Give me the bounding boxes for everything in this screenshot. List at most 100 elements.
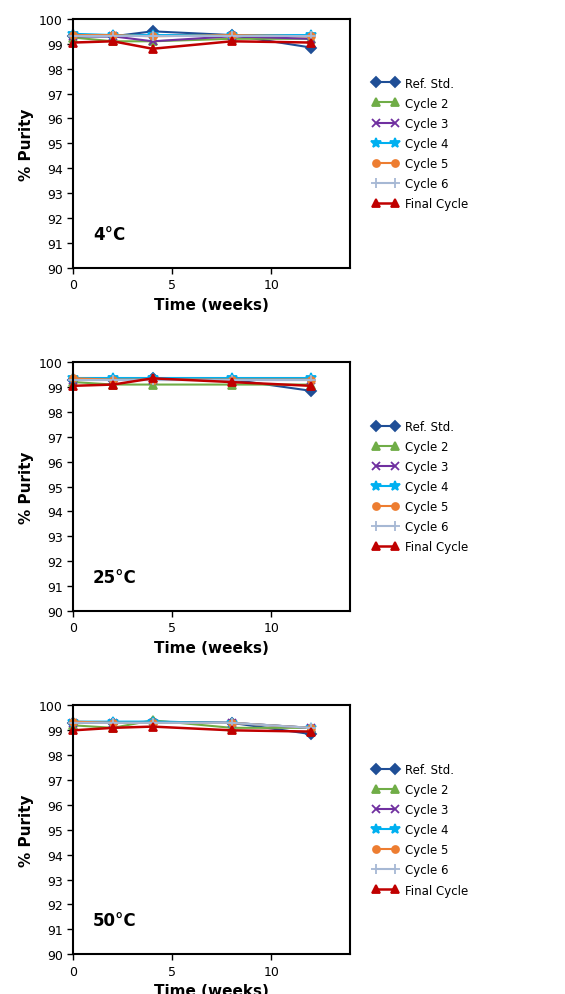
- Cycle 5: [307, 31, 314, 43]
- Final Cycle: [149, 373, 156, 385]
- Cycle 4: [70, 716, 77, 728]
- X-axis label: Time (weeks): Time (weeks): [154, 983, 270, 994]
- Line: Cycle 3: Cycle 3: [69, 719, 315, 733]
- Cycle 2: [149, 715, 156, 727]
- Ref. Std.: [228, 30, 235, 42]
- Cycle 5: [228, 717, 235, 729]
- Ref. Std.: [307, 386, 314, 398]
- Cycle 2: [110, 37, 116, 49]
- Ref. Std.: [307, 729, 314, 741]
- Cycle 3: [149, 717, 156, 729]
- Cycle 2: [228, 722, 235, 734]
- Cycle 3: [307, 34, 314, 46]
- Line: Cycle 5: Cycle 5: [70, 33, 314, 41]
- Cycle 5: [149, 717, 156, 729]
- Cycle 3: [228, 31, 235, 43]
- Y-axis label: % Purity: % Purity: [19, 794, 33, 866]
- Cycle 2: [307, 722, 314, 734]
- Cycle 6: [70, 374, 77, 386]
- Line: Cycle 2: Cycle 2: [69, 717, 315, 733]
- Line: Cycle 6: Cycle 6: [68, 376, 316, 385]
- Cycle 3: [70, 374, 77, 386]
- Cycle 2: [149, 379, 156, 391]
- Final Cycle: [110, 37, 116, 49]
- Cycle 3: [70, 31, 77, 43]
- Cycle 2: [70, 33, 77, 45]
- Cycle 3: [228, 717, 235, 729]
- Cycle 3: [228, 374, 235, 386]
- Cycle 5: [307, 722, 314, 734]
- Y-axis label: % Purity: % Purity: [19, 451, 33, 523]
- Line: Cycle 6: Cycle 6: [68, 719, 316, 733]
- Cycle 4: [149, 716, 156, 728]
- Cycle 4: [149, 30, 156, 42]
- Ref. Std.: [70, 31, 77, 43]
- Line: Final Cycle: Final Cycle: [69, 375, 315, 391]
- Line: Ref. Std.: Ref. Std.: [70, 376, 314, 395]
- Cycle 2: [70, 377, 77, 389]
- Final Cycle: [228, 377, 235, 389]
- Cycle 3: [307, 374, 314, 386]
- Text: 4°C: 4°C: [93, 226, 125, 244]
- Cycle 2: [228, 379, 235, 391]
- Cycle 5: [110, 717, 116, 729]
- Final Cycle: [70, 381, 77, 393]
- Legend: Ref. Std., Cycle 2, Cycle 3, Cycle 4, Cycle 5, Cycle 6, Final Cycle: Ref. Std., Cycle 2, Cycle 3, Cycle 4, Cy…: [373, 78, 468, 211]
- Cycle 5: [70, 716, 77, 728]
- Cycle 5: [307, 374, 314, 386]
- Line: Final Cycle: Final Cycle: [69, 723, 315, 736]
- Final Cycle: [70, 38, 77, 50]
- Line: Cycle 3: Cycle 3: [69, 33, 315, 47]
- Legend: Ref. Std., Cycle 2, Cycle 3, Cycle 4, Cycle 5, Cycle 6, Final Cycle: Ref. Std., Cycle 2, Cycle 3, Cycle 4, Cy…: [373, 763, 468, 897]
- Cycle 4: [307, 722, 314, 734]
- Cycle 6: [110, 31, 116, 43]
- Cycle 4: [149, 373, 156, 385]
- Final Cycle: [149, 44, 156, 56]
- Ref. Std.: [110, 374, 116, 386]
- Line: Cycle 6: Cycle 6: [68, 33, 316, 42]
- Cycle 2: [70, 720, 77, 732]
- Line: Ref. Std.: Ref. Std.: [70, 719, 314, 738]
- Cycle 6: [228, 717, 235, 729]
- Cycle 5: [228, 374, 235, 386]
- Cycle 2: [149, 37, 156, 49]
- Cycle 6: [149, 717, 156, 729]
- Cycle 3: [149, 374, 156, 386]
- Final Cycle: [307, 726, 314, 738]
- Cycle 2: [307, 379, 314, 391]
- Cycle 4: [228, 717, 235, 729]
- Cycle 3: [70, 717, 77, 729]
- Line: Cycle 4: Cycle 4: [68, 30, 316, 41]
- Cycle 2: [110, 379, 116, 391]
- X-axis label: Time (weeks): Time (weeks): [154, 640, 270, 655]
- Cycle 5: [149, 31, 156, 43]
- Cycle 4: [307, 373, 314, 385]
- Cycle 5: [149, 374, 156, 386]
- Line: Cycle 3: Cycle 3: [69, 376, 315, 385]
- Final Cycle: [228, 37, 235, 49]
- Cycle 3: [110, 31, 116, 43]
- Cycle 3: [110, 717, 116, 729]
- Cycle 6: [307, 374, 314, 386]
- Ref. Std.: [110, 31, 116, 43]
- Ref. Std.: [70, 717, 77, 729]
- Ref. Std.: [149, 26, 156, 38]
- Cycle 5: [110, 30, 116, 42]
- Final Cycle: [307, 38, 314, 50]
- Line: Cycle 2: Cycle 2: [69, 35, 315, 47]
- Cycle 3: [110, 374, 116, 386]
- Final Cycle: [228, 725, 235, 737]
- Text: 25°C: 25°C: [93, 569, 137, 586]
- Line: Final Cycle: Final Cycle: [69, 38, 315, 54]
- Cycle 2: [228, 34, 235, 46]
- Cycle 4: [307, 30, 314, 42]
- Cycle 5: [228, 30, 235, 42]
- Ref. Std.: [110, 717, 116, 729]
- Cycle 6: [149, 31, 156, 43]
- Ref. Std.: [149, 373, 156, 385]
- Final Cycle: [149, 721, 156, 733]
- Line: Cycle 2: Cycle 2: [69, 379, 315, 390]
- Line: Ref. Std.: Ref. Std.: [70, 29, 314, 52]
- Cycle 6: [228, 31, 235, 43]
- Cycle 6: [307, 31, 314, 43]
